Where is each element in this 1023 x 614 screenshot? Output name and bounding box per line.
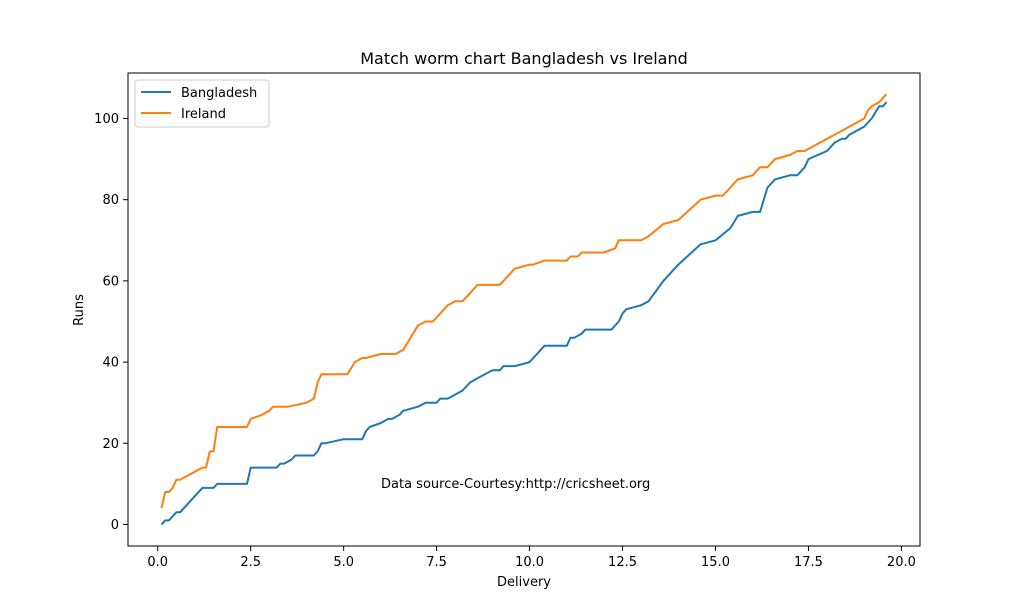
x-tick-label: 10.0 [515, 555, 544, 570]
y-tick-label: 80 [102, 193, 119, 208]
y-tick-label: 60 [102, 274, 119, 289]
x-tick-label: 7.5 [426, 555, 447, 570]
x-tick-label: 5.0 [333, 555, 354, 570]
chart-title: Match worm chart Bangladesh vs Ireland [360, 49, 688, 68]
x-axis-label: Delivery [497, 575, 551, 590]
x-tick-label: 12.5 [608, 555, 637, 570]
x-tick-label: 2.5 [240, 555, 261, 570]
x-tick-label: 0.0 [147, 555, 168, 570]
plot-frame [127, 72, 921, 547]
y-tick-label: 20 [102, 437, 119, 452]
y-tick-label: 0 [111, 518, 119, 533]
series-layer [160, 93, 888, 526]
series-line-ireland [160, 93, 888, 509]
y-axis-label: Runs [72, 294, 87, 326]
legend-label-ireland: Ireland [181, 107, 226, 122]
x-axis-ticks: 0.0 2.5 5.0 7.5 10.0 12.5 15.0 17.5 20.0 [147, 546, 916, 570]
data-source-annotation: Data source-Courtesy:http://cricsheet.or… [381, 477, 650, 492]
legend-label-bangladesh: Bangladesh [181, 86, 257, 101]
x-tick-label: 15.0 [701, 555, 730, 570]
y-tick-label: 40 [102, 356, 119, 371]
y-axis-ticks: 0 20 40 60 80 100 [94, 112, 128, 533]
y-tick-label: 100 [94, 112, 119, 127]
legend: Bangladesh Ireland [134, 79, 270, 128]
x-tick-label: 17.5 [794, 555, 823, 570]
series-line-bangladesh [160, 101, 888, 526]
x-tick-label: 20.0 [887, 555, 916, 570]
